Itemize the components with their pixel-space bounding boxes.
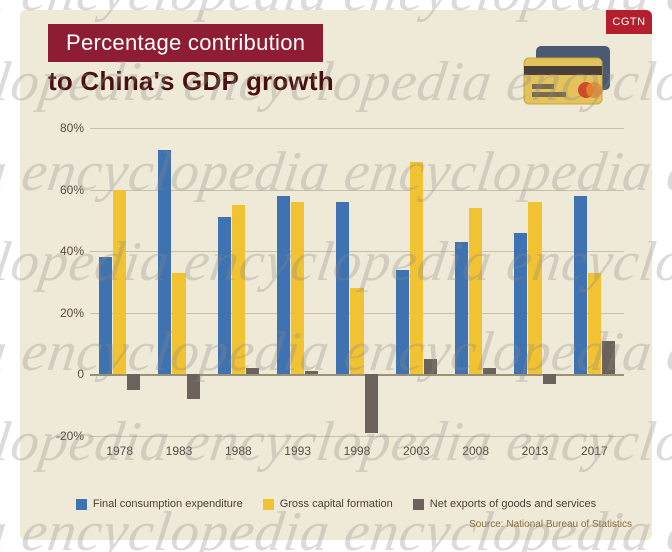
bar (172, 273, 185, 375)
legend-label: Gross capital formation (280, 498, 393, 510)
bar (218, 217, 231, 374)
grid-line (90, 128, 624, 129)
bar (396, 270, 409, 375)
bar (602, 341, 615, 375)
y-tick-label: 60% (48, 183, 84, 197)
x-tick-label: 2017 (581, 444, 608, 458)
bar (365, 374, 378, 433)
x-tick-label: 2003 (403, 444, 430, 458)
bar (588, 273, 601, 375)
bar (455, 242, 468, 374)
x-tick-label: 1988 (225, 444, 252, 458)
y-tick-label: 0 (48, 367, 84, 381)
x-tick-label: 1978 (106, 444, 133, 458)
x-tick-label: 2013 (522, 444, 549, 458)
bar (246, 368, 259, 374)
bar (336, 202, 349, 374)
bar (158, 150, 171, 375)
bar (410, 162, 423, 375)
bar (277, 196, 290, 375)
chart-area: -20%020%40%60%80%19781983198819931998200… (48, 128, 624, 464)
header: Percentage contribution to China's GDP g… (20, 10, 652, 116)
legend-item: Final consumption expenditure (76, 498, 243, 510)
source-text: Source: National Bureau of Statistics (469, 519, 632, 530)
bar (291, 202, 304, 374)
x-tick-label: 1983 (166, 444, 193, 458)
legend: Final consumption expenditure Gross capit… (48, 498, 624, 510)
bar (99, 257, 112, 374)
legend-swatch (76, 499, 87, 510)
credit-card-icon (518, 44, 618, 106)
y-tick-label: -20% (48, 429, 84, 443)
bar (528, 202, 541, 374)
logo-badge: CGTN (606, 10, 652, 34)
infographic-card: Percentage contribution to China's GDP g… (20, 10, 652, 540)
bar (232, 205, 245, 374)
x-tick-label: 1998 (344, 444, 371, 458)
x-tick-label: 2008 (462, 444, 489, 458)
legend-item: Net exports of goods and services (413, 498, 596, 510)
legend-label: Final consumption expenditure (93, 498, 243, 510)
legend-swatch (263, 499, 274, 510)
bar (127, 374, 140, 389)
bar (350, 288, 363, 374)
bar (113, 190, 126, 375)
legend-swatch (413, 499, 424, 510)
bar (574, 196, 587, 375)
bar (469, 208, 482, 374)
y-tick-label: 40% (48, 244, 84, 258)
bar (305, 371, 318, 374)
y-tick-label: 80% (48, 121, 84, 135)
y-tick-label: 20% (48, 306, 84, 320)
plot: -20%020%40%60%80%19781983198819931998200… (90, 128, 624, 436)
bar (187, 374, 200, 399)
title-bar: Percentage contribution (48, 24, 323, 62)
x-tick-label: 1993 (284, 444, 311, 458)
legend-item: Gross capital formation (263, 498, 393, 510)
bar (424, 359, 437, 374)
grid-line (90, 436, 624, 437)
bar (543, 374, 556, 383)
bar (483, 368, 496, 374)
bar (514, 233, 527, 375)
legend-label: Net exports of goods and services (430, 498, 596, 510)
